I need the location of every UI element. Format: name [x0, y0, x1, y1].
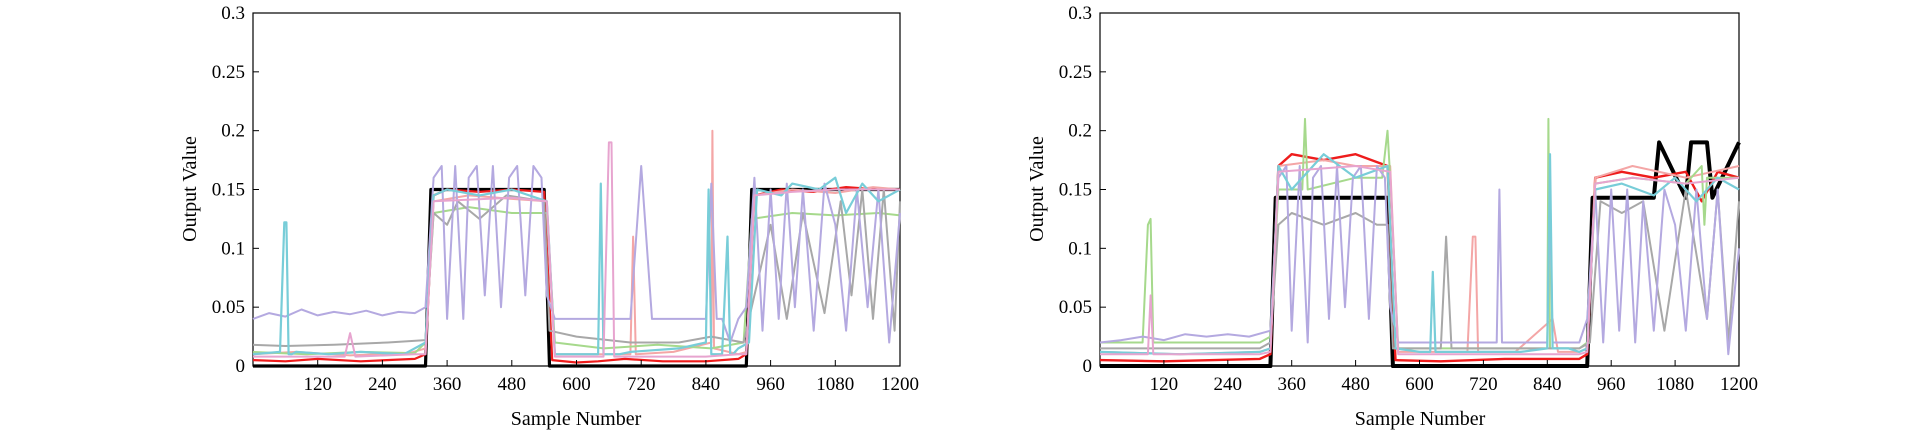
y-tick-label: 0.3	[1068, 3, 1092, 24]
y-tick-label: 0.05	[1059, 297, 1092, 318]
y-tick-label: 0.25	[212, 62, 245, 83]
x-tick-label: 960	[756, 374, 785, 395]
x-axis-title: Sample Number	[1355, 408, 1486, 430]
x-tick-label: 840	[692, 374, 721, 395]
y-axis-title: Output Value	[1026, 136, 1048, 242]
y-tick-label: 0	[1083, 356, 1093, 377]
x-tick-label: 1080	[1656, 374, 1694, 395]
series-line-7	[253, 141, 900, 358]
series-line-3	[1100, 117, 1739, 350]
x-tick-label: 960	[1597, 374, 1626, 395]
x-tick-label: 840	[1533, 374, 1562, 395]
series-line-6	[1099, 153, 1740, 356]
y-tick-label: 0.15	[212, 180, 245, 201]
series-line-5	[252, 165, 901, 344]
left-line-chart: 120 240 360 480 600 720 840 960 1080 1200 0 0.05 0.1…	[179, 3, 919, 430]
x-tick-label: 1200	[881, 374, 919, 395]
series-line-2	[252, 129, 901, 357]
x-tick-label: 240	[368, 374, 397, 395]
y-axis-title: Output Value	[179, 136, 201, 242]
series-line-4	[1100, 188, 1740, 350]
y-tick-label: 0.05	[212, 297, 245, 318]
y-tick-label: 0	[236, 356, 246, 377]
x-tick-label: 480	[498, 374, 527, 395]
series-line-5	[1099, 165, 1740, 356]
x-axis-title: Sample Number	[511, 408, 642, 430]
series-line-6	[252, 176, 901, 356]
x-tick-label: 600	[1405, 374, 1434, 395]
x-tick-label: 1200	[1720, 374, 1758, 395]
y-tick-label: 0.1	[221, 238, 245, 259]
x-tick-label: 1080	[816, 374, 854, 395]
y-tick-label: 0.3	[221, 3, 245, 24]
series-line-7	[1100, 165, 1740, 356]
x-tick-label: 720	[1469, 374, 1498, 395]
series-line-4	[252, 188, 901, 347]
plot-area-frame	[1099, 12, 1740, 367]
tick-layer: 120 240 360 480 600 720 840 960 1080 1200 0 0.05 0.1…	[1059, 3, 1758, 395]
x-tick-label: 480	[1341, 374, 1370, 395]
y-tick-label: 0.1	[1068, 238, 1092, 259]
series-line-0	[1100, 140, 1741, 368]
x-tick-label: 720	[627, 374, 656, 395]
y-tick-label: 0.15	[1059, 180, 1092, 201]
y-tick-label: 0.2	[1068, 121, 1092, 142]
series-layer	[252, 129, 901, 368]
series-line-1	[1099, 152, 1740, 363]
y-tick-label: 0.2	[221, 121, 245, 142]
x-tick-label: 360	[433, 374, 462, 395]
tick-layer: 120 240 360 480 600 720 840 960 1080 1200 0 0.05 0.1…	[212, 3, 919, 395]
series-line-2	[1099, 159, 1740, 356]
x-tick-label: 240	[1214, 374, 1243, 395]
series-layer	[1099, 117, 1741, 368]
y-tick-label: 0.25	[1059, 62, 1092, 83]
right-line-chart: 120 240 360 480 600 720 840 960 1080 1200 0 0.05 0.1…	[1026, 3, 1758, 430]
x-tick-label: 120	[303, 374, 332, 395]
x-tick-label: 600	[562, 374, 591, 395]
x-tick-label: 120	[1150, 374, 1179, 395]
x-tick-label: 360	[1277, 374, 1306, 395]
